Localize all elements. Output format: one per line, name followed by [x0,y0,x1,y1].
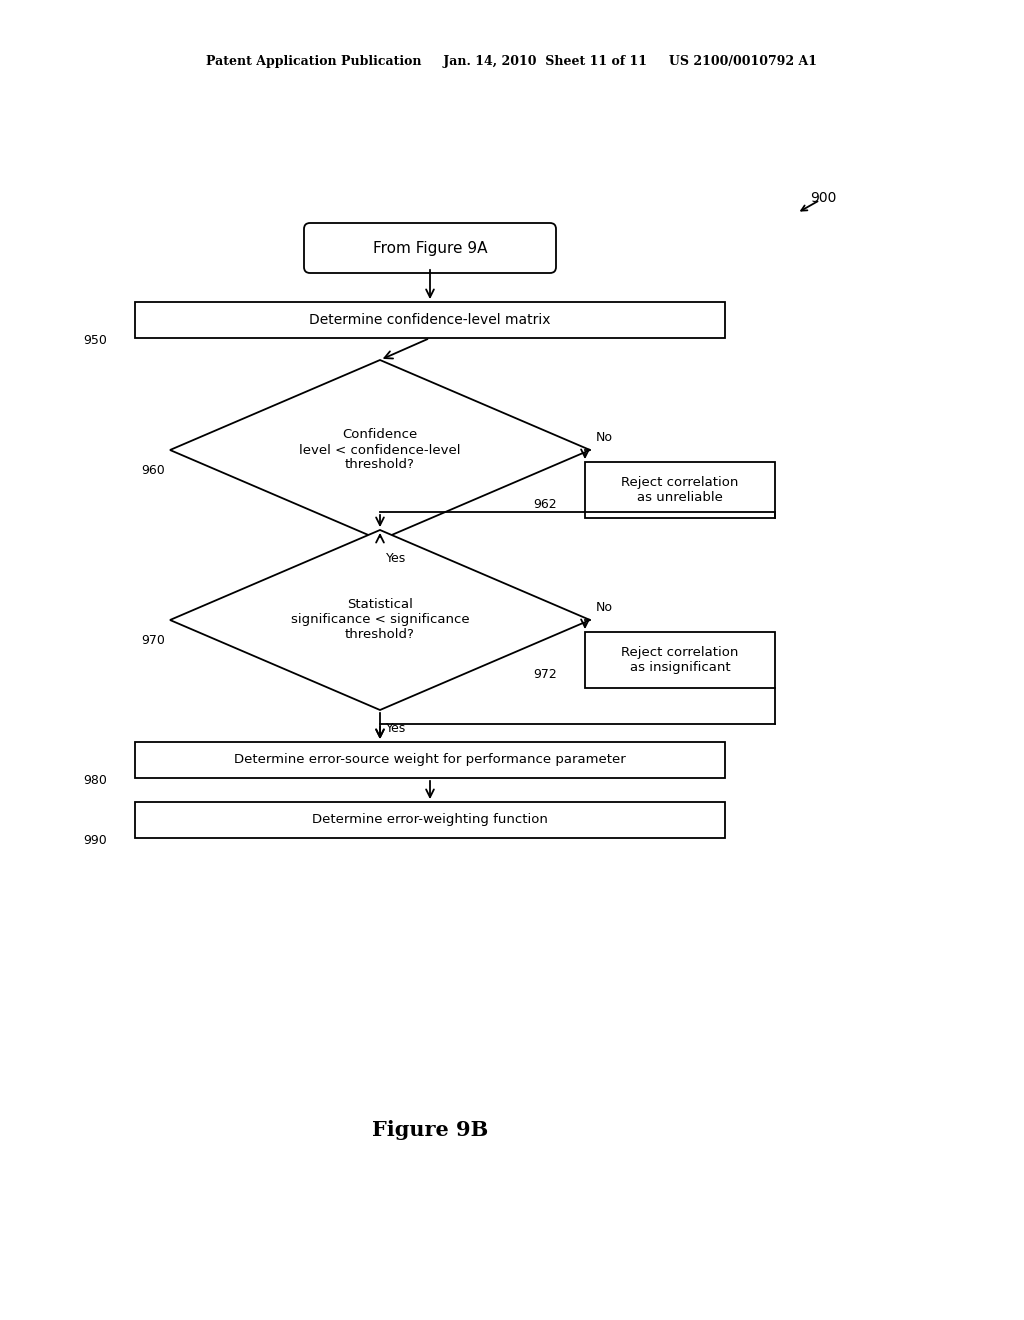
Bar [585,632,775,688]
Bar [585,462,775,517]
Polygon shape [170,360,590,540]
Polygon shape [170,531,590,710]
Bar [135,803,725,838]
Text: 970: 970 [141,634,165,647]
Text: From Figure 9A: From Figure 9A [373,240,487,256]
Text: 960: 960 [141,463,165,477]
Text: 962: 962 [534,498,557,511]
Bar [135,742,725,777]
Text: Determine error-source weight for performance parameter: Determine error-source weight for perfor… [234,754,626,767]
Text: Reject correlation
as insignificant: Reject correlation as insignificant [622,645,738,675]
Text: 950: 950 [83,334,106,347]
Text: Determine confidence-level matrix: Determine confidence-level matrix [309,313,551,327]
Text: Determine error-weighting function: Determine error-weighting function [312,813,548,826]
FancyBboxPatch shape [304,223,556,273]
Text: 900: 900 [810,191,837,205]
Text: 980: 980 [83,774,106,787]
Text: Yes: Yes [386,552,407,565]
Text: 990: 990 [83,834,106,847]
Text: No: No [596,601,613,614]
Text: 972: 972 [534,668,557,681]
Text: Confidence
level < confidence-level
threshold?: Confidence level < confidence-level thre… [299,429,461,471]
Text: Reject correlation
as unreliable: Reject correlation as unreliable [622,477,738,504]
Text: No: No [596,432,613,444]
Text: Statistical
significance < significance
threshold?: Statistical significance < significance … [291,598,469,642]
Text: Patent Application Publication     Jan. 14, 2010  Sheet 11 of 11     US 2100/001: Patent Application Publication Jan. 14, … [207,55,817,69]
Text: Figure 9B: Figure 9B [372,1119,488,1140]
Bar [135,302,725,338]
Text: Yes: Yes [386,722,407,735]
